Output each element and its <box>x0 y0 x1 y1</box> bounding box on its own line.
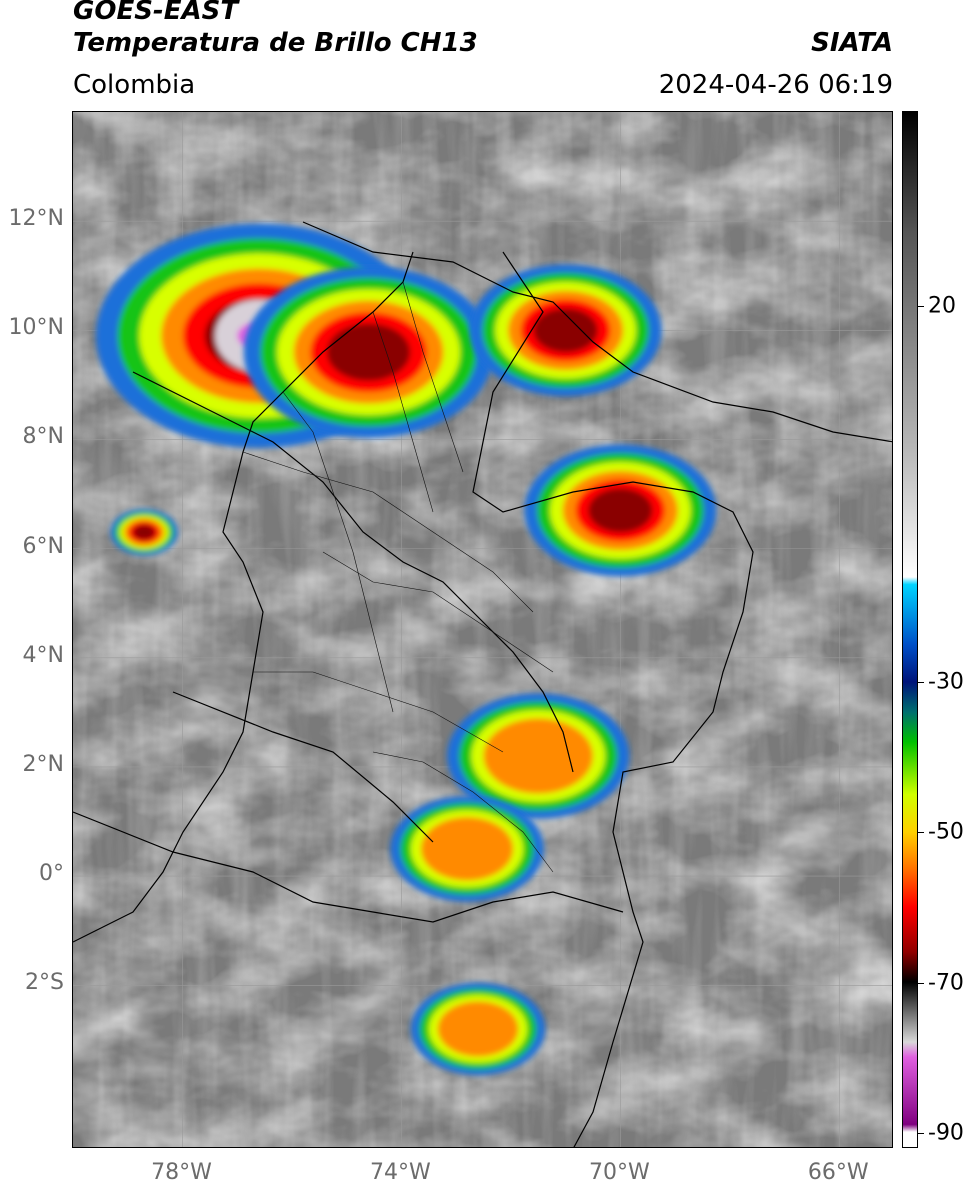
lat-tick-label: 6°N <box>22 533 64 559</box>
colorbar-tick <box>918 832 924 834</box>
colorbar-label: -50 <box>928 819 964 845</box>
lat-tick-label: 12°N <box>8 206 64 232</box>
lat-tick-label: 8°N <box>22 424 64 450</box>
product-title: Temperatura de Brillo CH13 <box>73 28 478 58</box>
country-borders <box>73 221 892 1147</box>
colorbar-tick <box>918 1132 924 1134</box>
lon-tick-label: 70°W <box>588 1160 650 1185</box>
storm-ring <box>326 323 411 381</box>
storm-cell <box>390 796 544 902</box>
storm-cell <box>447 693 630 819</box>
lat-tick-label: 4°N <box>22 642 64 668</box>
colorbar <box>902 111 918 1148</box>
lat-tick-label: 10°N <box>8 315 64 341</box>
storm-cell <box>110 509 178 556</box>
storm-cell <box>524 444 717 577</box>
storm-ring <box>483 718 593 794</box>
satellite-title: GOES-EAST <box>73 0 239 26</box>
storm-cell <box>410 982 546 1076</box>
colorbar-tick <box>918 306 924 308</box>
colorbar-tick <box>918 982 924 984</box>
colorbar-label: -90 <box>928 1120 964 1146</box>
lat-tick-label: 0° <box>39 861 64 887</box>
lon-tick-label: 66°W <box>807 1160 869 1185</box>
satellite-map[interactable] <box>72 111 893 1148</box>
storm-cell <box>243 266 494 438</box>
lon-tick-label: 78°W <box>151 1160 212 1185</box>
lat-tick-label: 2°N <box>22 751 64 777</box>
colorbar-tick <box>918 682 924 684</box>
map-canvas <box>73 112 892 1147</box>
datetime-label: 2024-04-26 06:19 <box>658 70 893 100</box>
storm-ring <box>421 817 514 881</box>
storm-cells <box>95 223 717 1076</box>
colorbar-label: 20 <box>928 293 956 319</box>
organization-label: SIATA <box>811 28 893 58</box>
lon-tick-label: 74°W <box>370 1160 431 1185</box>
storm-cell <box>469 264 662 397</box>
storm-ring <box>588 488 653 533</box>
storm-ring <box>533 308 598 353</box>
colorbar-label: -70 <box>928 970 964 996</box>
colorbar-label: -30 <box>928 669 964 695</box>
department-borders <box>242 281 554 873</box>
region-label: Colombia <box>73 70 196 100</box>
storm-ring <box>132 524 156 540</box>
storm-ring <box>437 1001 519 1057</box>
lat-tick-label: 2°S <box>25 970 64 996</box>
